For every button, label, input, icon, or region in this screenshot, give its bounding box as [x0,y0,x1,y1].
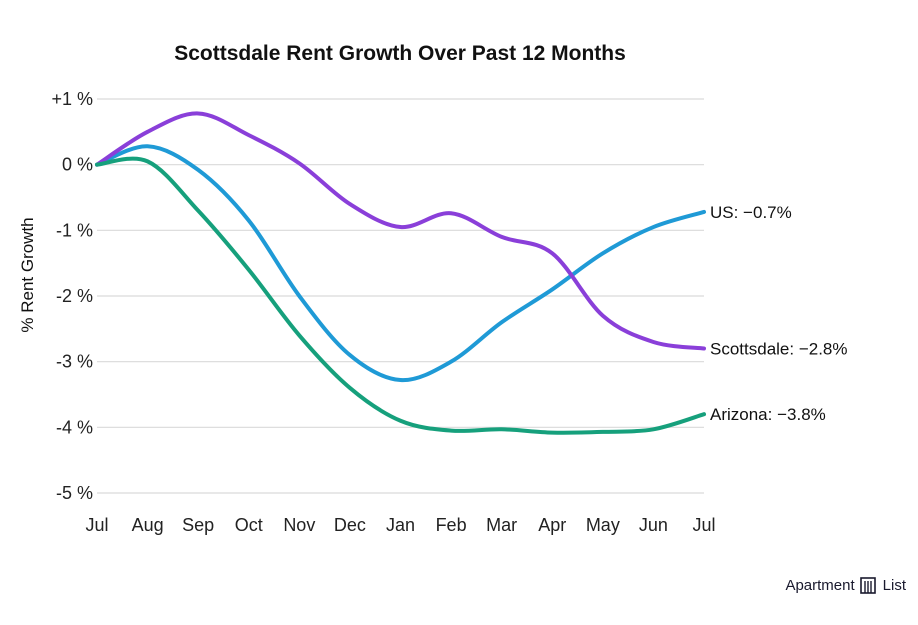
x-tick-label: Nov [283,515,315,535]
end-label-scottsdale: Scottsdale: −2.8% [710,340,848,359]
x-tick-label: Sep [182,515,214,535]
x-tick-label: Jun [639,515,668,535]
brand-suffix: List [882,576,906,594]
series-lines [95,111,706,435]
series-line-arizona [95,156,706,435]
x-tick-label: Feb [436,515,467,535]
y-axis-label: % Rent Growth [18,217,37,332]
brand-name: Apartment [785,576,855,594]
x-tick-label: Apr [538,515,566,535]
x-tick-label: Jul [85,515,108,535]
x-tick-label: Dec [334,515,366,535]
y-tick-label: 0 % [62,155,93,175]
y-tick-label: -4 % [56,417,93,437]
x-tick-label: Oct [235,515,263,535]
building-icon [859,575,879,595]
x-tick-label: Mar [486,515,517,535]
series-line-scottsdale [95,111,706,351]
y-tick-labels: +1 % 0 % -1 % -2 % -3 % -4 % -5 % [51,89,93,503]
y-tick-label: +1 % [51,89,93,109]
y-tick-label: -1 % [56,220,93,240]
end-label-us: US: −0.7% [710,203,792,222]
series-line-us [95,144,706,383]
x-tick-label: Jan [386,515,415,535]
y-tick-label: -2 % [56,286,93,306]
brand-logo: Apartment List [785,575,906,595]
series-end-labels: US: −0.7% Scottsdale: −2.8% Arizona: −3.8% [710,203,848,424]
chart-title: Scottsdale Rent Growth Over Past 12 Mont… [174,42,626,65]
x-tick-label: Jul [692,515,715,535]
y-tick-label: -5 % [56,483,93,503]
grid-lines [97,98,704,494]
x-tick-label: Aug [132,515,164,535]
end-label-arizona: Arizona: −3.8% [710,405,826,424]
y-tick-label: -3 % [56,352,93,372]
x-tick-label: May [586,515,620,535]
x-tick-labels: Jul Aug Sep Oct Nov Dec Jan Feb Mar Apr May Jun Jul [85,515,715,535]
